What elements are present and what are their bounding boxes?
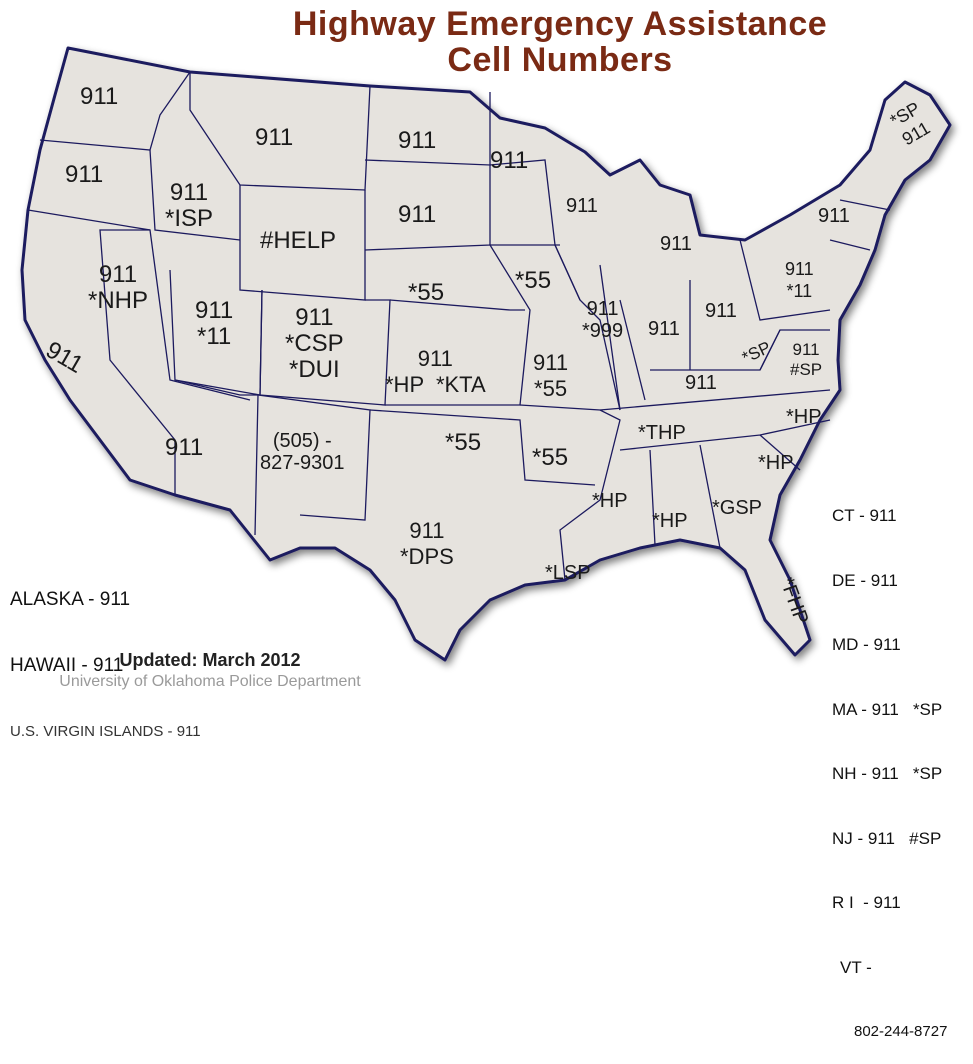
state-label-ok: *55 bbox=[445, 429, 482, 456]
legend-de: DE - 911 bbox=[832, 570, 898, 590]
state-label-wa: 911 bbox=[80, 83, 119, 110]
state-label-co: 911 *CSP *DUI bbox=[285, 304, 344, 383]
legend-nj: NJ - 911 #SP bbox=[832, 828, 942, 848]
state-label-al: *HP bbox=[652, 510, 688, 532]
state-label-wy: #HELP bbox=[260, 227, 337, 254]
state-label-ar: *55 bbox=[532, 444, 569, 471]
state-label-va: 911 #SP bbox=[790, 340, 823, 379]
legend-ct: CT - 911 bbox=[832, 506, 897, 525]
state-label-la: *LSP bbox=[545, 562, 591, 584]
state-label-oh: 911 bbox=[705, 300, 737, 322]
state-label-nm: (505) - 827-9301 bbox=[260, 430, 345, 474]
state-label-mn: 911 bbox=[490, 147, 529, 174]
state-label-tn: *THP bbox=[638, 422, 686, 444]
legend-hawaii: HAWAII - 911 bbox=[10, 655, 124, 676]
state-label-ny: 911 bbox=[818, 205, 850, 227]
state-label-mt: 911 bbox=[255, 124, 294, 151]
legend-alaska: ALASKA - 911 bbox=[10, 589, 131, 610]
legend-nh: NH - 911 *SP bbox=[832, 764, 943, 783]
state-label-nd: 911 bbox=[398, 127, 437, 154]
state-label-wi: 911 bbox=[566, 195, 598, 217]
state-label-in: 911 bbox=[648, 318, 680, 340]
state-label-or: 911 bbox=[65, 161, 104, 188]
footer: Updated: March 2012 University of Oklaho… bbox=[10, 650, 410, 691]
state-label-nc: *HP bbox=[786, 406, 822, 428]
source-credit: University of Oklahoma Police Department bbox=[59, 673, 361, 690]
state-label-ut: 911 *11 bbox=[195, 297, 234, 350]
state-label-ga: *GSP bbox=[712, 497, 763, 519]
legend-vt-number: 802-244-8727 bbox=[854, 1023, 948, 1040]
legend-ri: R I - 911 bbox=[832, 893, 901, 912]
state-label-ks: 911 *HP *KTA bbox=[385, 346, 486, 397]
state-label-sd: 911 bbox=[398, 201, 437, 228]
state-label-az: 911 bbox=[165, 434, 204, 461]
legend-md: MD - 911 bbox=[832, 635, 901, 654]
state-label-mi: 911 bbox=[660, 233, 692, 255]
state-label-ia: *55 bbox=[515, 267, 552, 294]
state-label-nv: 911 *NHP bbox=[88, 261, 149, 314]
state-label-id: 911 *ISP bbox=[165, 179, 214, 232]
legend-vt: VT - bbox=[840, 957, 872, 977]
us-outline bbox=[20, 46, 952, 662]
state-label-il: 911 *999 bbox=[582, 298, 624, 342]
state-label-ne: *55 bbox=[408, 279, 445, 306]
state-borders bbox=[27, 71, 891, 581]
state-label-pa: 911 *11 bbox=[785, 259, 814, 301]
state-label-ky: 911 bbox=[685, 372, 717, 394]
us-map bbox=[20, 46, 952, 662]
state-label-mo: 911 *55 bbox=[533, 350, 569, 401]
state-label-ms: *HP bbox=[592, 490, 628, 512]
state-label-tx: 911 *DPS bbox=[400, 518, 454, 569]
map-title: Highway Emergency Assistance Cell Number… bbox=[150, 6, 970, 78]
title-line-2: Cell Numbers bbox=[447, 41, 673, 79]
state-label-sc: *HP bbox=[758, 452, 794, 474]
legend-small-states: CT - 911 DE - 911 MD - 911 MA - 911 *SP … bbox=[832, 462, 947, 1064]
legend-virgin-islands: U.S. VIRGIN ISLANDS - 911 bbox=[10, 723, 201, 740]
title-line-1: Highway Emergency Assistance bbox=[292, 5, 828, 43]
updated-date: Updated: March 2012 bbox=[119, 650, 301, 670]
